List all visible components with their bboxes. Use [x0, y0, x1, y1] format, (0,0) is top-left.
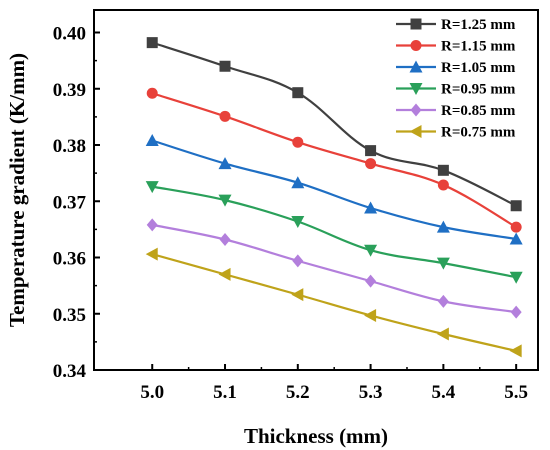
y-tick-label: 0.34 [53, 361, 87, 382]
data-point [364, 201, 378, 214]
x-tick-label: 5.2 [286, 382, 310, 403]
series-line-3 [151, 139, 517, 241]
data-point [365, 274, 377, 288]
legend-swatch-marker [410, 18, 422, 30]
data-point [219, 60, 231, 72]
plot-frame [93, 9, 539, 371]
legend-item: R=0.75 mm [396, 125, 516, 141]
legend-item: R=1.15 mm [396, 39, 516, 55]
data-point [510, 200, 522, 212]
data-point [292, 254, 304, 268]
legend-swatch-marker [410, 40, 422, 51]
data-point [436, 327, 449, 341]
data-point [145, 247, 158, 261]
legend-label: R=0.95 mm [441, 82, 516, 98]
series-lines [151, 41, 517, 352]
y-tick-label: 0.36 [53, 249, 86, 270]
data-point [145, 134, 159, 146]
data-point [292, 87, 304, 99]
x-tick-label: 5.1 [213, 382, 237, 403]
y-tick-label: 0.38 [53, 136, 86, 157]
data-point [219, 110, 231, 122]
y-axis-title: Temperature gradient (K/mm) [5, 53, 29, 327]
data-point [365, 158, 377, 170]
x-axis: 5.0 5.1 5.2 5.3 5.4 5.5 [140, 364, 528, 403]
data-point [145, 181, 159, 194]
y-tick-label: 0.35 [53, 305, 86, 326]
y-axis: 0.34 0.35 0.36 0.37 0.38 0.39 0.40 [53, 24, 100, 382]
data-point [291, 176, 305, 189]
data-point [364, 308, 377, 322]
legend-label: R=0.75 mm [441, 125, 516, 141]
x-axis-title: Thickness (mm) [244, 424, 388, 448]
data-point [291, 216, 305, 228]
legend-label: R=0.85 mm [441, 103, 516, 119]
data-point [364, 244, 378, 257]
series-line-5 [152, 223, 517, 314]
legend-swatch-marker [409, 60, 423, 73]
legend-item: R=1.25 mm [396, 17, 516, 33]
legend-label: R=1.15 mm [441, 39, 516, 55]
data-point [437, 164, 449, 176]
x-tick-label: 5.5 [504, 382, 528, 403]
legend-item: R=0.95 mm [396, 82, 516, 98]
data-point [509, 344, 522, 358]
data-point [365, 145, 377, 157]
legend-swatch-marker [410, 103, 422, 117]
series-line-2 [151, 92, 517, 229]
series-line-6 [151, 253, 517, 352]
legend-swatch-marker [409, 83, 423, 95]
legend-label: R=1.05 mm [441, 60, 516, 76]
data-point [509, 232, 523, 245]
data-point [509, 271, 523, 284]
data-point [436, 220, 450, 233]
data-point [146, 218, 158, 232]
legend-swatch-marker [409, 125, 422, 138]
legend-label: R=1.25 mm [441, 17, 516, 33]
data-point [218, 194, 232, 207]
data-point [437, 294, 449, 308]
x-tick-label: 5.3 [359, 382, 383, 403]
series-markers [145, 37, 523, 358]
legend-item: R=1.05 mm [396, 60, 516, 76]
data-point [291, 288, 304, 302]
legend-item: R=0.85 mm [396, 103, 516, 119]
data-point [292, 136, 304, 148]
y-tick-label: 0.40 [53, 24, 86, 45]
data-point [218, 157, 232, 170]
data-point [436, 257, 450, 270]
data-point [218, 267, 231, 281]
data-point [219, 233, 231, 246]
legend: R=1.25 mm R=1.15 mm R=1.05 mm R=0.95 mm R=0.… [396, 17, 516, 141]
y-tick-label: 0.37 [53, 192, 87, 213]
data-point [146, 87, 158, 99]
data-point [437, 179, 449, 191]
x-tick-label: 5.4 [432, 382, 456, 403]
data-point [510, 305, 522, 319]
x-tick-label: 5.0 [140, 382, 164, 403]
series-line-4 [152, 185, 517, 279]
y-tick-label: 0.39 [53, 80, 86, 101]
data-point [510, 221, 522, 233]
data-point [146, 37, 158, 49]
